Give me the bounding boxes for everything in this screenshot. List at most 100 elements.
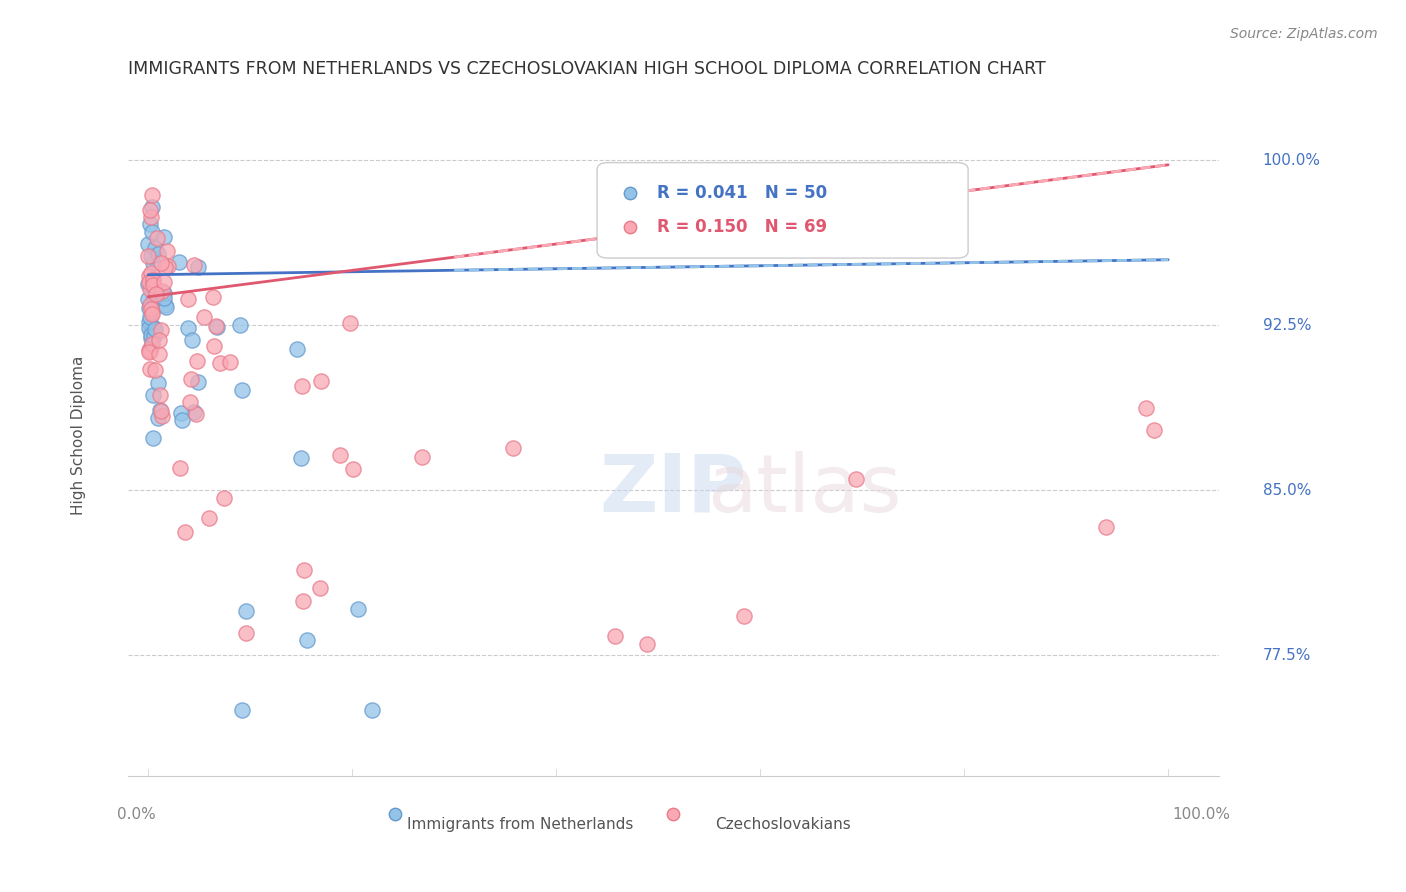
Point — [187, 376, 209, 390]
Point — [149, 388, 172, 402]
Point — [149, 402, 172, 417]
Point — [150, 409, 173, 424]
Point — [411, 450, 433, 464]
Point — [136, 277, 159, 291]
Point — [139, 267, 162, 281]
Point — [329, 448, 352, 462]
Point — [148, 346, 170, 360]
Point — [139, 301, 162, 316]
Text: 85.0%: 85.0% — [1263, 483, 1312, 498]
Point — [152, 284, 174, 298]
Point — [733, 608, 755, 623]
Point — [149, 256, 172, 270]
Point — [183, 258, 205, 272]
Text: 100.0%: 100.0% — [1263, 153, 1320, 168]
Point — [138, 321, 160, 335]
Point — [143, 242, 166, 256]
Point — [139, 339, 162, 353]
Point — [167, 255, 190, 269]
Point — [606, 582, 628, 597]
Point — [141, 201, 163, 215]
Point — [183, 405, 205, 419]
Point — [187, 260, 209, 274]
Text: 0.0%: 0.0% — [117, 807, 156, 822]
Point — [309, 582, 332, 596]
Point — [153, 285, 176, 300]
Point — [201, 290, 224, 304]
Point — [290, 451, 312, 466]
Point — [231, 383, 253, 397]
Point — [153, 298, 176, 312]
Text: R = 0.150   N = 69: R = 0.150 N = 69 — [657, 219, 827, 236]
Point — [138, 343, 160, 358]
Point — [292, 563, 315, 577]
Point — [502, 442, 524, 456]
Point — [146, 411, 169, 425]
Point — [1143, 423, 1166, 437]
Point — [198, 511, 221, 525]
Point — [136, 249, 159, 263]
Point — [339, 316, 361, 330]
Point — [156, 259, 179, 273]
Point — [156, 244, 179, 258]
Point — [152, 230, 174, 244]
Point — [172, 413, 194, 427]
Point — [186, 353, 208, 368]
Point — [202, 339, 225, 353]
Point — [1095, 519, 1118, 533]
Text: ZIP: ZIP — [600, 450, 747, 529]
Point — [142, 431, 165, 445]
Text: Czechoslovakians: Czechoslovakians — [714, 817, 851, 832]
Text: 77.5%: 77.5% — [1263, 648, 1312, 663]
Point — [149, 403, 172, 417]
Point — [208, 356, 231, 370]
Point — [235, 604, 257, 618]
Point — [143, 322, 166, 336]
Point — [177, 293, 200, 307]
Point — [138, 301, 160, 316]
Point — [142, 256, 165, 270]
Point — [186, 407, 208, 421]
Text: High School Diploma: High School Diploma — [72, 356, 86, 515]
Point — [141, 249, 163, 263]
Point — [136, 292, 159, 306]
Text: Immigrants from Netherlands: Immigrants from Netherlands — [408, 817, 634, 832]
Point — [176, 321, 198, 335]
Point — [193, 310, 215, 324]
Point — [141, 337, 163, 351]
Point — [181, 334, 204, 348]
Point — [146, 376, 169, 390]
Point — [845, 472, 868, 486]
Text: IMMIGRANTS FROM NETHERLANDS VS CZECHOSLOVAKIAN HIGH SCHOOL DIPLOMA CORRELATION C: IMMIGRANTS FROM NETHERLANDS VS CZECHOSLO… — [128, 60, 1046, 78]
Point — [139, 282, 162, 296]
Point — [153, 260, 176, 274]
Point — [141, 225, 163, 239]
Point — [139, 327, 162, 342]
Point — [219, 354, 242, 368]
Point — [342, 461, 364, 475]
Point — [148, 333, 170, 347]
Point — [212, 491, 235, 505]
Point — [155, 300, 177, 314]
Point — [207, 320, 229, 334]
Point — [138, 310, 160, 325]
Point — [603, 629, 626, 643]
Point — [142, 319, 165, 334]
Point — [235, 626, 257, 640]
Text: atlas: atlas — [707, 450, 901, 529]
Point — [229, 318, 252, 332]
Point — [145, 287, 167, 301]
Point — [138, 218, 160, 232]
Point — [295, 632, 318, 647]
Point — [139, 361, 162, 376]
Point — [141, 188, 163, 202]
Point — [141, 305, 163, 319]
Point — [138, 298, 160, 312]
Text: 100.0%: 100.0% — [1173, 807, 1230, 822]
Point — [138, 314, 160, 328]
Point — [153, 291, 176, 305]
Point — [1135, 401, 1157, 415]
Point — [291, 379, 314, 393]
Point — [174, 525, 197, 540]
Point — [150, 323, 173, 337]
